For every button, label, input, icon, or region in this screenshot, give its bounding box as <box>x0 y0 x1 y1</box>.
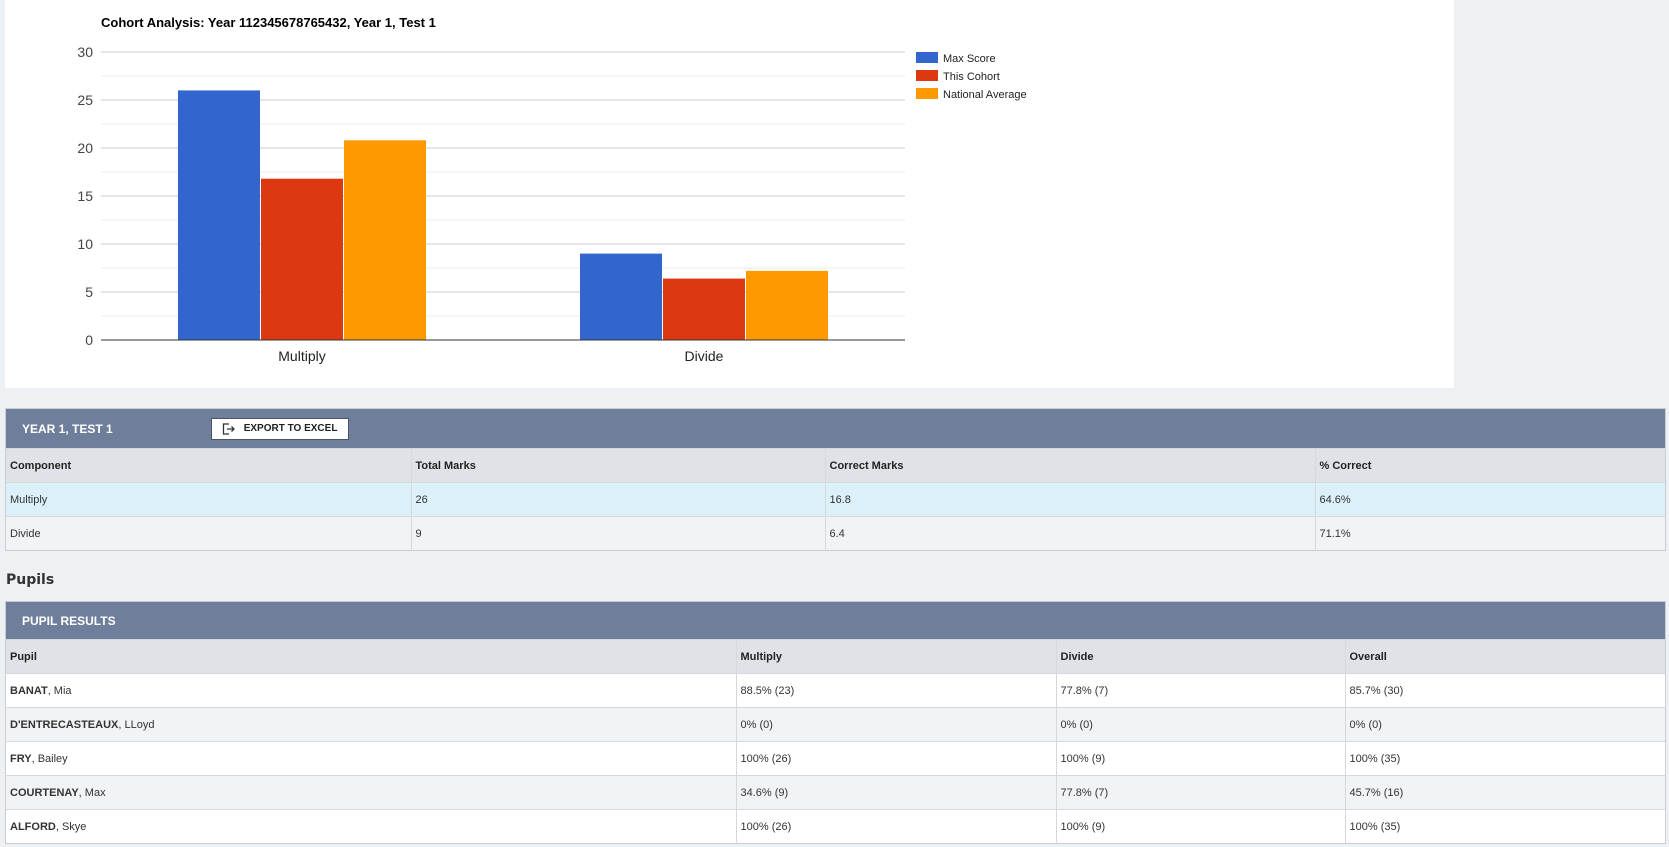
table-cell: 64.6% <box>1315 482 1665 517</box>
table-cell: 26 <box>411 482 826 517</box>
multiply-score: 100% (26) <box>736 741 1057 776</box>
summary-title: YEAR 1, TEST 1 <box>22 421 113 436</box>
pupil-surname: ALFORD <box>10 820 56 833</box>
pupil-given-name: , LLoyd <box>118 718 155 731</box>
chart-title: Cohort Analysis: Year 112345678765432, Y… <box>101 15 436 30</box>
column-header[interactable]: Multiply <box>736 639 1057 674</box>
divide-score: 77.8% (7) <box>1056 775 1346 810</box>
divide-score: 0% (0) <box>1056 707 1346 742</box>
pupil-row[interactable]: D'ENTRECASTEAUX, LLoyd 0% (0) 0% (0) 0% … <box>6 707 1665 742</box>
pupil-results-title: PUPIL RESULTS <box>22 613 116 628</box>
bar-this-cohort <box>663 278 745 340</box>
legend-swatch <box>916 88 938 99</box>
column-header[interactable]: Divide <box>1056 639 1346 674</box>
column-header[interactable]: Correct Marks <box>825 448 1316 483</box>
table-cell: 16.8 <box>825 482 1316 517</box>
y-tick-label: 25 <box>77 92 93 108</box>
export-icon <box>222 422 235 435</box>
y-tick-label: 5 <box>85 284 93 300</box>
x-category-label: Multiply <box>278 348 325 364</box>
column-header[interactable]: Total Marks <box>411 448 826 483</box>
pupil-surname: D'ENTRECASTEAUX <box>10 718 119 731</box>
pupil-given-name: , Mia <box>47 684 72 697</box>
pupil-surname: BANAT <box>10 684 48 697</box>
legend-swatch <box>916 70 938 81</box>
bar-max-score <box>580 253 662 340</box>
pupil-given-name: , Bailey <box>31 752 68 765</box>
table-cell: Divide <box>6 516 412 550</box>
pupil-surname: COURTENAY <box>10 786 79 799</box>
summary-panel: YEAR 1, TEST 1 EXPORT TO EXCEL Component… <box>5 408 1666 551</box>
multiply-score: 0% (0) <box>736 707 1057 742</box>
multiply-score: 100% (26) <box>736 809 1057 843</box>
pupil-header-row: Pupil Multiply Divide Overall <box>6 639 1665 674</box>
pupils-heading: Pupils <box>6 572 55 588</box>
y-tick-label: 20 <box>77 140 93 156</box>
bar-national-average <box>746 270 828 340</box>
table-cell: Multiply <box>6 482 412 517</box>
y-tick-label: 30 <box>77 44 93 60</box>
divide-score: 100% (9) <box>1056 741 1346 776</box>
table-cell: 6.4 <box>825 516 1316 550</box>
overall-score: 100% (35) <box>1345 809 1665 843</box>
pupil-results-table: Pupil Multiply Divide Overall BANAT, Mia… <box>6 639 1665 843</box>
pupil-results-panel: PUPIL RESULTS Pupil Multiply Divide Over… <box>5 601 1666 844</box>
export-to-excel-button[interactable]: EXPORT TO EXCEL <box>210 417 350 440</box>
table-cell: 71.1% <box>1315 516 1665 550</box>
cohort-chart-panel: Cohort Analysis: Year 112345678765432, Y… <box>5 0 1454 388</box>
summary-panel-header: YEAR 1, TEST 1 EXPORT TO EXCEL <box>6 409 1665 448</box>
bar-max-score <box>178 90 260 341</box>
legend-label: National Average <box>943 89 1027 101</box>
table-row[interactable]: Multiply 26 16.8 64.6% <box>6 482 1665 517</box>
multiply-score: 34.6% (9) <box>736 775 1057 810</box>
bar-national-average <box>344 140 426 340</box>
export-label: EXPORT TO EXCEL <box>243 423 338 434</box>
pupil-given-name: , Skye <box>55 820 87 833</box>
pupil-name[interactable]: FRY, Bailey <box>6 741 737 776</box>
legend-label: This Cohort <box>943 71 1000 83</box>
column-header[interactable]: % Correct <box>1315 448 1665 483</box>
pupil-surname: FRY <box>10 752 32 765</box>
overall-score: 45.7% (16) <box>1345 775 1665 810</box>
divide-score: 100% (9) <box>1056 809 1346 843</box>
table-cell: 9 <box>411 516 826 550</box>
summary-header-row: Component Total Marks Correct Marks % Co… <box>6 448 1665 483</box>
pupil-name[interactable]: COURTENAY, Max <box>6 775 737 810</box>
pupil-name[interactable]: BANAT, Mia <box>6 673 737 708</box>
legend-swatch <box>916 52 938 63</box>
pupil-row[interactable]: COURTENAY, Max 34.6% (9) 77.8% (7) 45.7%… <box>6 775 1665 810</box>
pupil-results-header: PUPIL RESULTS <box>6 602 1665 639</box>
legend-label: Max Score <box>943 53 996 65</box>
pupil-row[interactable]: ALFORD, Skye 100% (26) 100% (9) 100% (35… <box>6 809 1665 843</box>
pupil-given-name: , Max <box>78 786 106 799</box>
pupil-name[interactable]: ALFORD, Skye <box>6 809 737 843</box>
column-header[interactable]: Pupil <box>6 639 737 674</box>
pupil-name[interactable]: D'ENTRECASTEAUX, LLoyd <box>6 707 737 742</box>
table-row[interactable]: Divide 9 6.4 71.1% <box>6 516 1665 550</box>
divide-score: 77.8% (7) <box>1056 673 1346 708</box>
pupil-row[interactable]: FRY, Bailey 100% (26) 100% (9) 100% (35) <box>6 741 1665 776</box>
overall-score: 85.7% (30) <box>1345 673 1665 708</box>
column-header[interactable]: Overall <box>1345 639 1665 674</box>
y-tick-label: 0 <box>85 332 93 348</box>
column-header[interactable]: Component <box>6 448 412 483</box>
overall-score: 0% (0) <box>1345 707 1665 742</box>
multiply-score: 88.5% (23) <box>736 673 1057 708</box>
cohort-chart: Cohort Analysis: Year 112345678765432, Y… <box>77 15 1027 364</box>
summary-table: Component Total Marks Correct Marks % Co… <box>6 448 1665 550</box>
y-tick-label: 10 <box>77 236 93 252</box>
overall-score: 100% (35) <box>1345 741 1665 776</box>
x-category-label: Divide <box>685 348 724 364</box>
bar-this-cohort <box>261 178 343 340</box>
pupil-row[interactable]: BANAT, Mia 88.5% (23) 77.8% (7) 85.7% (3… <box>6 673 1665 708</box>
y-tick-label: 15 <box>77 188 93 204</box>
